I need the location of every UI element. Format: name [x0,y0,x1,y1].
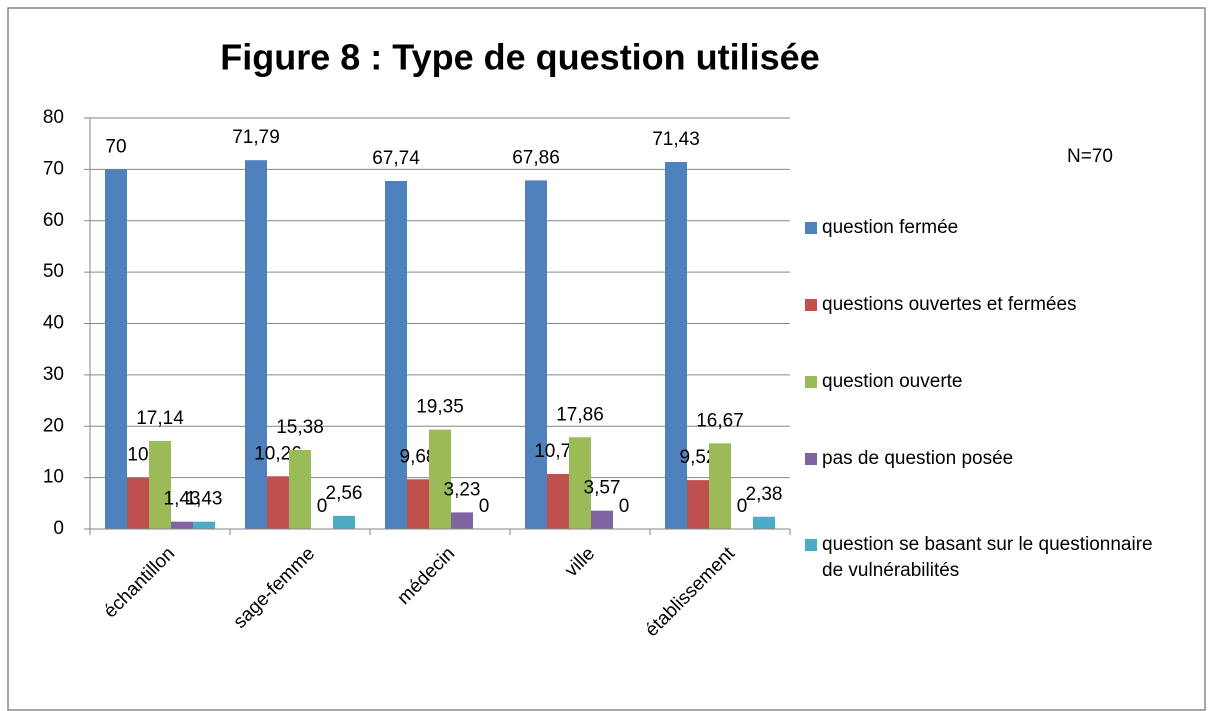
y-tick-label: 30 [43,364,64,385]
y-tick-label: 70 [43,158,64,179]
x-tick-label: sage-femme [230,543,320,633]
data-label: 1,43 [186,489,223,510]
data-label: 10 [127,445,148,466]
bar [127,477,149,529]
legend-item: question fermée [805,215,1205,241]
data-label: 9,52 [680,447,717,468]
bar [687,480,709,529]
data-label: 9,68 [400,446,437,467]
y-tick-label: 50 [43,261,64,282]
data-label: 0 [619,496,630,517]
bar [547,473,569,529]
bar [753,516,775,529]
x-tick-label: établissement [641,543,739,641]
data-label: 3,57 [584,478,621,499]
legend-item: pas de question posée [805,446,1205,472]
data-label: 17,14 [136,408,184,429]
chart-border [7,7,1206,711]
data-label: 67,74 [372,148,420,169]
data-label: 71,79 [232,127,280,148]
legend-swatch [805,376,817,388]
legend-label: question ouverte [822,371,963,392]
legend-label: questions ouvertes et fermées [822,294,1077,315]
legend-swatch [805,299,817,311]
data-label: 19,35 [416,397,464,418]
x-tick-label: échantillon [100,543,179,622]
y-tick-label: 80 [43,107,64,128]
legend-swatch [805,539,817,551]
data-label: 71,43 [652,129,700,150]
y-tick-label: 20 [43,415,64,436]
annotation: N=70 [1067,146,1113,167]
y-tick-label: 0 [53,518,64,539]
data-label: 3,23 [444,479,481,500]
legend-label: question fermée [822,217,959,238]
legend-swatch [805,222,817,234]
legend-item: question ouverte [805,369,1205,395]
data-label: 0 [317,496,328,517]
bar [193,521,215,529]
bar [429,429,451,529]
data-label: 16,67 [696,410,744,431]
data-label: 17,86 [556,404,604,425]
y-tick-label: 10 [43,467,64,488]
legend-label: pas de question posée [822,448,1014,469]
bar [385,180,407,529]
bar [267,476,289,529]
x-tick-label: ville [561,543,599,581]
bar [105,169,127,529]
bar [709,443,731,529]
bar [149,440,171,529]
y-tick-label: 60 [43,210,64,231]
data-label: 2,56 [326,483,363,504]
data-label: 15,38 [276,417,324,438]
data-label: 2,38 [746,484,783,505]
bar [171,521,193,529]
legend-label: question se basant sur le questionnaire … [822,534,1153,581]
bar [569,437,591,529]
data-label: 1,43 [164,489,201,510]
legend-swatch [805,453,817,465]
bar [665,162,687,529]
data-label: 70 [105,136,126,157]
x-tick-label: médecin [393,543,459,609]
bar [245,160,267,529]
data-label: 0 [479,496,490,517]
legend-item: questions ouvertes et fermées [805,292,1205,318]
bar [407,479,429,529]
bar [333,515,355,529]
chart-title: Figure 8 : Type de question utilisée [220,37,819,78]
bar [451,512,473,529]
y-tick-label: 40 [43,313,64,334]
bar [289,449,311,529]
legend-item: question se basant sur le questionnaire … [805,532,1205,584]
bar [525,180,547,529]
bar [591,510,613,529]
data-label: 0 [737,496,748,517]
data-label: 67,86 [512,147,560,168]
